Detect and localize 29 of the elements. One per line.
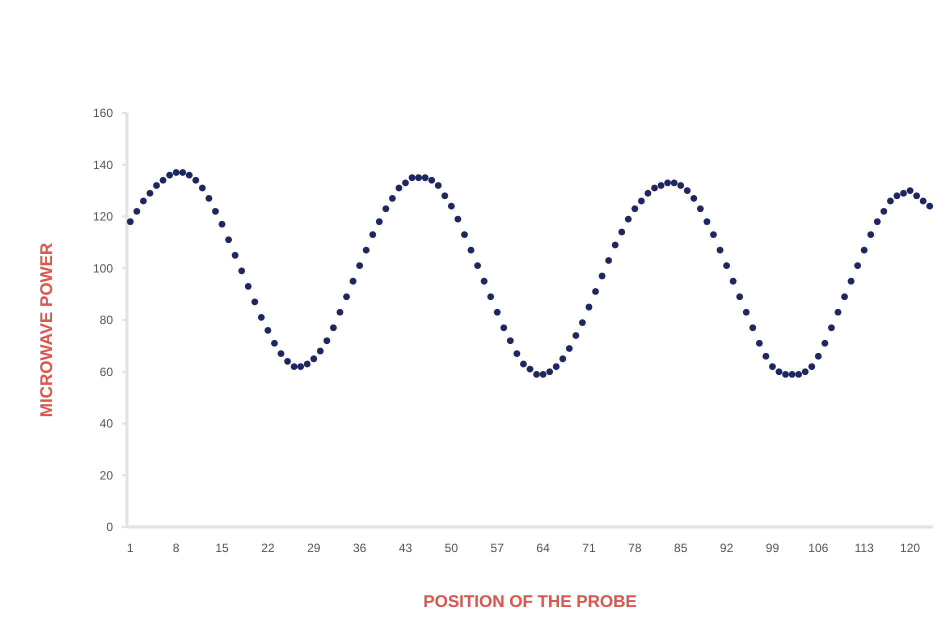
x-tick-label: 64: [536, 541, 550, 555]
y-tick-label: 160: [92, 106, 114, 120]
x-tick-label: 106: [808, 541, 829, 555]
x-tick-label: 36: [352, 541, 367, 555]
y-tick-label: 80: [100, 313, 114, 328]
x-tick-label: 57: [490, 541, 504, 555]
x-tick-label: 78: [628, 541, 642, 555]
x-tick-label: 8: [172, 541, 180, 555]
x-tick-label: 29: [307, 541, 321, 555]
y-tick-label: 100: [92, 261, 114, 276]
x-tick-label: 43: [398, 541, 412, 555]
y-tick-label: 140: [92, 158, 114, 172]
x-tick-label: 71: [582, 541, 596, 555]
y-tick-label: 60: [100, 364, 114, 379]
x-tick-label: 113: [854, 541, 874, 555]
x-axis-title: POSITION OF THE PROBE: [423, 592, 637, 611]
y-axis-title: MICROWAVE POWER: [37, 242, 56, 418]
x-tick-label: 99: [766, 541, 780, 555]
x-tick-label: 1: [126, 541, 134, 555]
x-tick-label: 50: [444, 541, 458, 555]
x-tick-label: 15: [215, 541, 230, 555]
y-tick-label: 20: [100, 468, 114, 482]
x-tick-label: 85: [674, 541, 688, 555]
y-tick-label: 40: [100, 416, 114, 431]
x-tick-label: 120: [900, 541, 920, 555]
y-tick-label: 120: [92, 210, 114, 224]
x-tick-label: 92: [720, 541, 734, 555]
y-tick-label: 0: [106, 520, 114, 534]
x-tick-label: 22: [261, 541, 275, 555]
